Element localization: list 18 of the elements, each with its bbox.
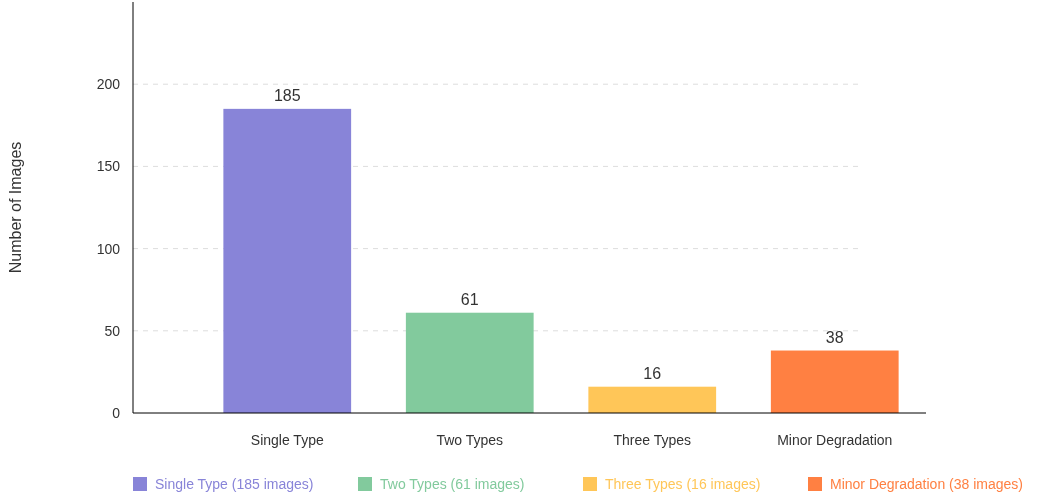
legend-label: Minor Degradation (38 images) (830, 475, 1023, 492)
legend-label: Two Types (61 images) (380, 475, 525, 492)
y-tick-label: 150 (96, 158, 121, 175)
y-tick-label: 50 (104, 322, 121, 339)
data-label: 185 (273, 86, 301, 104)
legend-label: Single Type (185 images) (155, 475, 314, 492)
legend-label: Three Types (16 images) (605, 475, 761, 492)
data-label: 61 (460, 290, 479, 308)
y-axis-title: Number of Images (7, 141, 24, 274)
x-tick-label: Two Types (436, 432, 504, 448)
y-tick-label: 200 (96, 76, 121, 93)
data-label: 38 (825, 328, 844, 346)
data-label: 16 (643, 364, 662, 382)
x-tick-label: Three Types (613, 432, 692, 448)
x-tick-label: Minor Degradation (777, 432, 893, 448)
x-tick-label: Single Type (250, 432, 324, 448)
y-tick-label: 100 (96, 240, 121, 257)
y-tick-label: 0 (112, 404, 121, 421)
